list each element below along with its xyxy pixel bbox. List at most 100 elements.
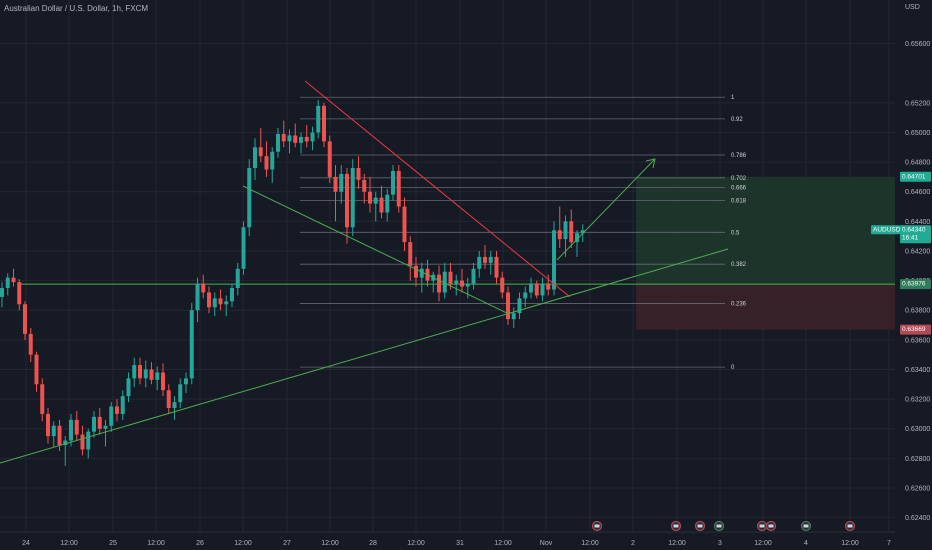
candle-body bbox=[195, 283, 200, 311]
candle-body bbox=[408, 242, 413, 266]
candle-body bbox=[391, 171, 395, 195]
candle-body bbox=[327, 141, 332, 177]
price-tick-label: 0.62800 bbox=[905, 456, 930, 463]
candle-body bbox=[161, 372, 165, 391]
time-tick-label: 26 bbox=[196, 540, 204, 547]
candle-body bbox=[552, 230, 556, 290]
candle-body bbox=[189, 310, 194, 379]
candle-body bbox=[178, 384, 183, 403]
time-tick-label: 7 bbox=[887, 540, 891, 547]
candle-body bbox=[74, 419, 79, 435]
candle-body bbox=[500, 277, 505, 293]
candle-body bbox=[69, 419, 73, 441]
candle-body bbox=[207, 292, 211, 308]
candle-body bbox=[534, 283, 539, 296]
candle-body bbox=[287, 135, 292, 142]
candle-body bbox=[563, 221, 568, 240]
stop-zone bbox=[636, 284, 897, 330]
candle-body bbox=[333, 176, 338, 192]
candle-body bbox=[477, 256, 482, 269]
candle-body bbox=[264, 156, 269, 170]
price-tick-label: 0.64200 bbox=[905, 248, 930, 255]
candle-body bbox=[523, 292, 528, 299]
fib-level-label: 0 bbox=[731, 365, 735, 371]
time-tick-label: 12:00 bbox=[581, 540, 599, 547]
price-tag-stop bbox=[900, 324, 931, 335]
candle-body bbox=[402, 206, 407, 243]
candle-body bbox=[230, 288, 234, 302]
candle-body bbox=[529, 283, 533, 293]
candle-body bbox=[103, 425, 108, 429]
candle-body bbox=[120, 396, 125, 414]
candle-body bbox=[419, 268, 424, 278]
candle-body bbox=[258, 147, 263, 157]
candle-body bbox=[143, 369, 148, 379]
candle-body bbox=[270, 151, 275, 170]
candle-body bbox=[304, 136, 309, 142]
fib-level-label: 0.382 bbox=[731, 262, 747, 268]
price-tag-text: 0.64701 bbox=[902, 173, 926, 180]
candle-body bbox=[23, 304, 27, 334]
time-tick-label: 12:00 bbox=[407, 540, 425, 547]
time-tick-label: 12:00 bbox=[60, 540, 78, 547]
candle-body bbox=[310, 132, 315, 142]
event-flag-mark bbox=[759, 524, 765, 528]
candle-body bbox=[379, 197, 384, 213]
price-tick-label: 0.65600 bbox=[905, 41, 930, 48]
time-tick-label: 12:00 bbox=[754, 540, 772, 547]
candle-body bbox=[546, 283, 551, 290]
candle-body bbox=[362, 179, 367, 192]
candle-body bbox=[540, 283, 545, 296]
candle-body bbox=[235, 268, 240, 289]
channel-lower-line bbox=[242, 185, 510, 315]
time-tick-label: 4 bbox=[804, 540, 808, 547]
time-tick-label: 27 bbox=[283, 540, 291, 547]
currency-label: USD bbox=[905, 4, 920, 11]
fib-level-label: 0.236 bbox=[731, 302, 747, 308]
time-tick-label: 24 bbox=[22, 540, 30, 547]
candle-body bbox=[0, 288, 4, 297]
candle-body bbox=[345, 173, 349, 228]
candle-body bbox=[212, 298, 217, 308]
candle-body bbox=[276, 133, 280, 152]
time-tick-label: 25 bbox=[109, 540, 117, 547]
event-flag-mark bbox=[697, 524, 703, 528]
candle-body bbox=[356, 168, 361, 180]
candle-body bbox=[460, 280, 464, 287]
price-axis-bg bbox=[895, 0, 932, 550]
candle-body bbox=[51, 425, 56, 437]
price-tag-target bbox=[900, 171, 931, 182]
time-tick-label: 12:00 bbox=[668, 540, 686, 547]
price-tag-current bbox=[900, 225, 931, 244]
candle-body bbox=[28, 333, 33, 355]
candle-body bbox=[494, 256, 499, 278]
time-tick-label: 3 bbox=[718, 540, 722, 547]
candle-body bbox=[155, 372, 160, 380]
candle-body bbox=[218, 298, 223, 305]
time-tick-label: 12:00 bbox=[321, 540, 339, 547]
candle-body bbox=[488, 256, 493, 263]
candle-body bbox=[575, 233, 579, 243]
candle-body bbox=[34, 354, 39, 385]
candle-body bbox=[92, 416, 96, 432]
candle-body bbox=[396, 171, 401, 207]
fib-level-label: 0.5 bbox=[731, 230, 740, 236]
candle-body bbox=[97, 416, 102, 429]
time-tick-label: Nov bbox=[540, 540, 553, 547]
fib-level-label: 0.92 bbox=[731, 117, 743, 123]
time-tick-label: 31 bbox=[456, 540, 464, 547]
price-tick-label: 0.64400 bbox=[905, 219, 930, 226]
candle-body bbox=[57, 425, 62, 446]
price-tick-label: 0.62400 bbox=[905, 515, 930, 522]
price-tick-label: 0.63800 bbox=[905, 308, 930, 315]
candle-body bbox=[448, 271, 453, 284]
event-flag-mark bbox=[716, 524, 722, 528]
candle-body bbox=[465, 283, 470, 287]
candle-body bbox=[132, 365, 137, 379]
candle-body bbox=[506, 292, 510, 320]
time-tick-label: 28 bbox=[369, 540, 377, 547]
candle-body bbox=[293, 135, 298, 143]
price-tick-label: 0.65200 bbox=[905, 100, 930, 107]
